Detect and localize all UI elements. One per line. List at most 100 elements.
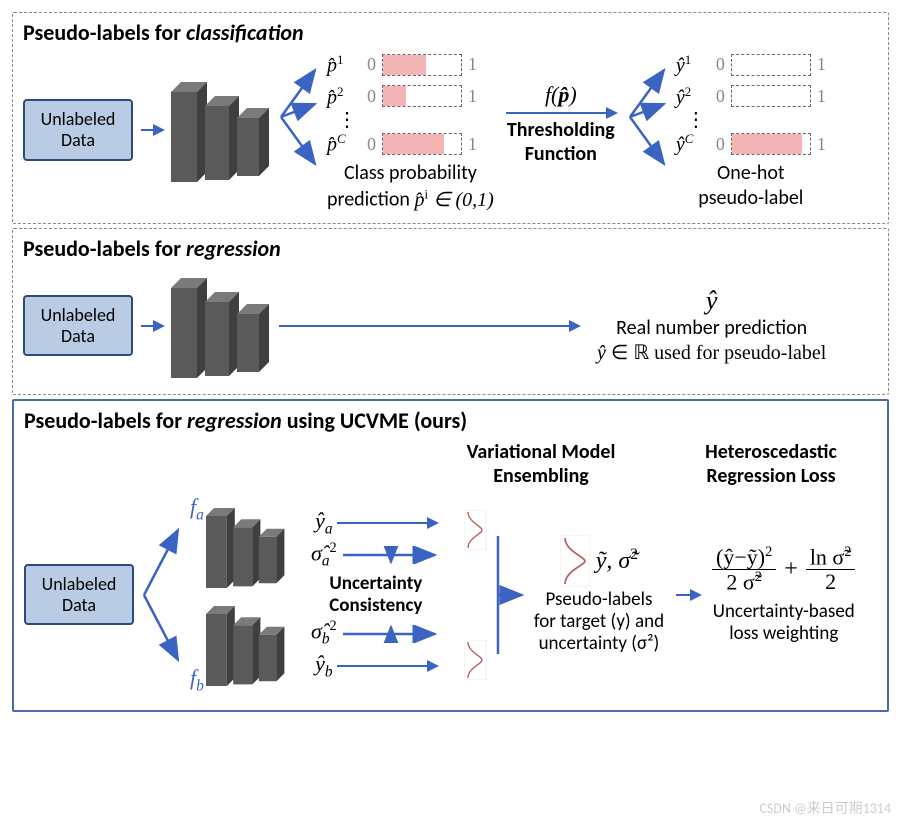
one-label: 1 [817, 134, 826, 155]
col2-l1: Heteroscedastic [705, 440, 837, 464]
onehot-bar-C-fill [732, 134, 802, 154]
p-vdots: ⋮ [327, 115, 494, 125]
caption-l2-math: p̂i ∈ (0,1) [414, 189, 493, 211]
loss-caption: Uncertainty-based loss weighting [713, 601, 855, 645]
col1-l1: Variational Model [467, 440, 616, 464]
loss-plus: + [784, 556, 798, 583]
panel2-title: Pseudo-labels for regression [23, 235, 878, 262]
caption-l1: Class probability [344, 161, 477, 185]
panel1-title: Pseudo-labels for classification [23, 19, 878, 46]
unlabeled-data-label-1: Unlabeled Data [41, 108, 116, 151]
yb-arrow [337, 665, 437, 667]
unlabeled-data-box-1: Unlabeled Data [23, 99, 133, 160]
pseudo-l3: uncertainty (σ²) [539, 632, 660, 655]
zero-label: 0 [367, 54, 376, 75]
regression-caption-1: Real number prediction [616, 316, 807, 340]
unlabeled-data-label-3: Unlabeled Data [42, 573, 117, 616]
pseudo-l1: Pseudo-labels [545, 588, 652, 611]
panel1-title-prefix: Pseudo-labels for [23, 19, 186, 46]
onehot-bar-2 [731, 85, 811, 107]
unc-l1: Uncertainty [329, 572, 422, 595]
onehot-column: ŷ1 0 1 ŷ2 0 1 ⋮ ŷC 0 1 [676, 52, 826, 211]
zero-label: 0 [716, 54, 725, 75]
panel3-title: Pseudo-labels for regression using UCVME… [24, 407, 877, 434]
threshold-fn-math: f(p̂) [545, 82, 577, 108]
panel-classification: Pseudo-labels for classification Unlabel… [12, 12, 889, 224]
prob-bar-1 [382, 54, 462, 76]
col2-heading: Heteroscedastic Regression Loss [671, 440, 871, 488]
ya-label: ŷa [315, 508, 332, 538]
loss-cap-2: loss weighting [729, 622, 838, 645]
net-outputs: ŷa σ̂a2 Uncertainty Consistency σ̂b2 ŷ… [296, 508, 456, 682]
fa-label: fa [190, 494, 204, 524]
caption-r1: One-hot [717, 161, 785, 185]
y-hat-symbol: ŷ [597, 286, 826, 316]
y-hat-2: ŷ2 0 1 [676, 84, 826, 110]
regression-caption: Real number prediction ŷ ∈ ℝ used for p… [597, 316, 826, 366]
panel3-title-prefix: Pseudo-labels for [24, 407, 187, 434]
fanout-arrows-1 [279, 52, 319, 182]
regression-output: ŷ Real number prediction ŷ ∈ ℝ used fo… [597, 286, 826, 366]
sb-arrow [341, 625, 441, 643]
pseudo-l2: for target (y) and [534, 610, 664, 633]
col2-l2: Regression Loss [706, 464, 835, 488]
yb-label: ŷb [315, 651, 332, 681]
class-prob-column: p̂1 0 1 p̂2 0 1 ⋮ p̂C 0 1 [327, 52, 494, 213]
p-hat-1: p̂1 0 1 [327, 52, 494, 78]
watermark: CSDN @来日可期1314 [759, 798, 891, 818]
caption-r2: pseudo-label [698, 186, 803, 210]
one-label: 1 [468, 54, 477, 75]
sa-arrow [341, 546, 441, 564]
y-vdots: ⋮ [676, 115, 826, 125]
unlabeled-data-label-2: Unlabeled Data [41, 304, 116, 347]
one-label: 1 [468, 134, 477, 155]
loss-den2: 2 [821, 570, 840, 594]
threshold-label-1: Thresholding [507, 118, 615, 142]
y-hat-C: ŷC 0 1 [676, 131, 826, 157]
onehot-bar-1 [731, 54, 811, 76]
zero-label: 0 [716, 86, 725, 107]
panel-ucvme: Pseudo-labels for regression using UCVME… [12, 399, 889, 712]
loss-num1: (ŷ−ỹ)2 [712, 545, 776, 570]
merge-arrows [496, 510, 526, 680]
loss-num2: ln σ̃2 [806, 545, 856, 570]
p-hat-1-sym: p̂1 [327, 52, 361, 78]
fb-label: fb [190, 665, 204, 695]
dist-top-icon [464, 510, 488, 550]
cnn-icon-fa [206, 500, 288, 592]
loss-formula: (ŷ−ỹ)2 2 σ̃2 + ln σ̃2 2 [712, 545, 855, 595]
threshold-block: f(p̂) Thresholding Function [506, 82, 616, 166]
ensemble-block: ỹ, σ̃2 Pseudo-labels for target (y) and… [534, 535, 664, 655]
one-label: 1 [468, 86, 477, 107]
zero-label: 0 [367, 86, 376, 107]
arrow-to-loss [676, 594, 700, 596]
p-hat-C-sym: p̂C [327, 131, 361, 157]
threshold-arrow [506, 112, 616, 114]
y-hat-1-sym: ŷ1 [676, 52, 710, 78]
prob-bar-2 [382, 85, 462, 107]
loss-term-2: ln σ̃2 2 [806, 545, 856, 595]
cnn-icon-fb [206, 598, 288, 690]
zero-label: 0 [716, 134, 725, 155]
col1-heading: Variational Model Ensembling [441, 440, 641, 488]
y-hat-C-sym: ŷC [676, 131, 710, 157]
sb-label: σ̂b2 [311, 618, 337, 649]
cnn-icon-2 [171, 268, 271, 384]
loss-cap-1: Uncertainty-based [713, 600, 855, 623]
onehot-bar-C [731, 133, 811, 155]
pseudo-labels-caption: Pseudo-labels for target (y) and uncerta… [534, 589, 664, 655]
loss-den1: 2 σ̃2 [722, 570, 766, 595]
prob-bar-C [382, 133, 462, 155]
threshold-label-2: Function [525, 142, 597, 166]
y-hat-2-sym: ŷ2 [676, 84, 710, 110]
dist-bot-icon [464, 640, 488, 680]
panel2-title-em: regression [186, 235, 281, 262]
unlabeled-data-box-2: Unlabeled Data [23, 295, 133, 356]
caption-l2-pre: prediction [327, 188, 414, 212]
arrow-data-to-cnn-1 [141, 129, 163, 131]
loss-block: (ŷ−ỹ)2 2 σ̃2 + ln σ̃2 2 Uncertainty-ba… [712, 545, 855, 645]
p-hat-C: p̂C 0 1 [327, 131, 494, 157]
panel3-title-suffix: using UCVME (ours) [282, 407, 467, 434]
uncertainty-consistency: Uncertainty Consistency [329, 573, 422, 617]
zero-label: 0 [367, 134, 376, 155]
